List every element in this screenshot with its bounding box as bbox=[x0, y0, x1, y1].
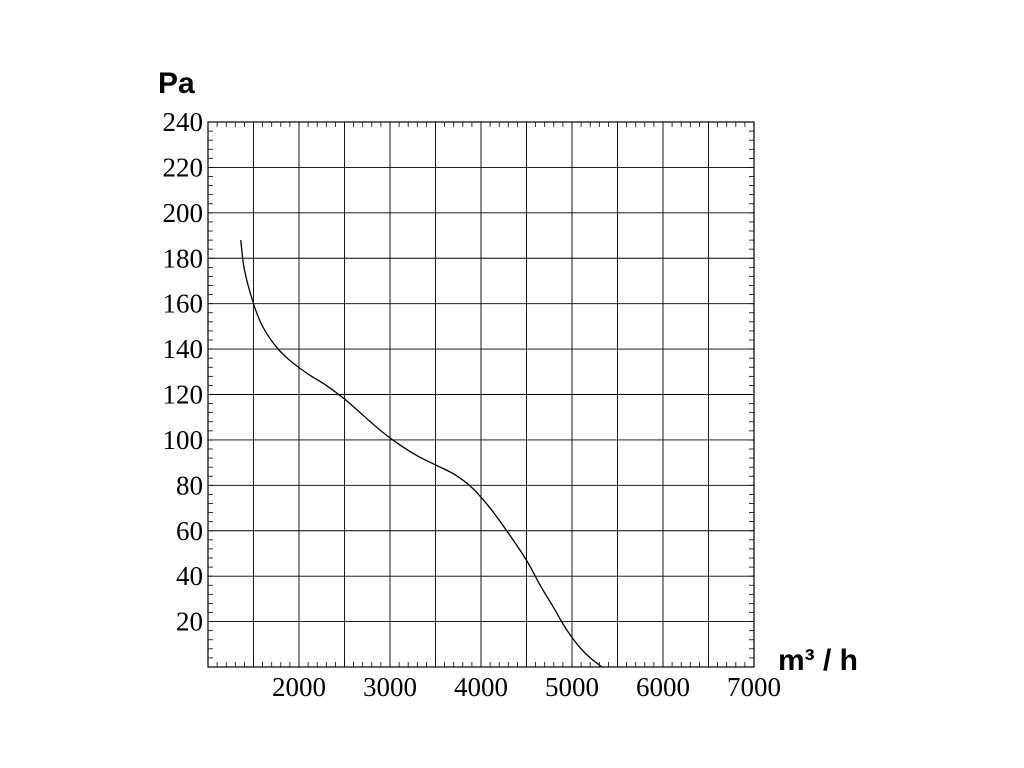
y-tick-label: 80 bbox=[176, 470, 203, 500]
y-tick-label: 100 bbox=[163, 425, 204, 455]
plot-frame bbox=[207, 121, 755, 668]
y-tick-label: 20 bbox=[176, 607, 203, 637]
y-tick-label: 140 bbox=[163, 334, 204, 364]
y-tick-label: 160 bbox=[163, 289, 204, 319]
x-tick-label: 4000 bbox=[454, 672, 508, 702]
y-tick-label: 40 bbox=[176, 561, 203, 591]
pressure-curve-line bbox=[240, 240, 603, 668]
y-tick-label: 200 bbox=[163, 198, 204, 228]
x-tick-label: 3000 bbox=[363, 672, 417, 702]
y-tick-label: 180 bbox=[163, 243, 204, 273]
y-tick-label: 60 bbox=[176, 516, 203, 546]
x-axis-unit-label: m³ / h bbox=[778, 644, 858, 677]
x-tick-label: 2000 bbox=[272, 672, 326, 702]
series-layer bbox=[240, 240, 603, 668]
plot-grid bbox=[208, 122, 754, 667]
x-tick-label: 6000 bbox=[636, 672, 690, 702]
y-tick-label: 240 bbox=[163, 107, 204, 137]
y-tick-label: 220 bbox=[163, 152, 204, 182]
y-axis-unit-label: Pa bbox=[158, 67, 195, 100]
x-tick-label: 7000 bbox=[727, 672, 781, 702]
tick-labels: 20 40 60 80 100 120 140 160 180 200 220 240 2000 3000… bbox=[163, 107, 782, 702]
y-tick-label: 120 bbox=[163, 380, 204, 410]
x-tick-label: 5000 bbox=[545, 672, 599, 702]
